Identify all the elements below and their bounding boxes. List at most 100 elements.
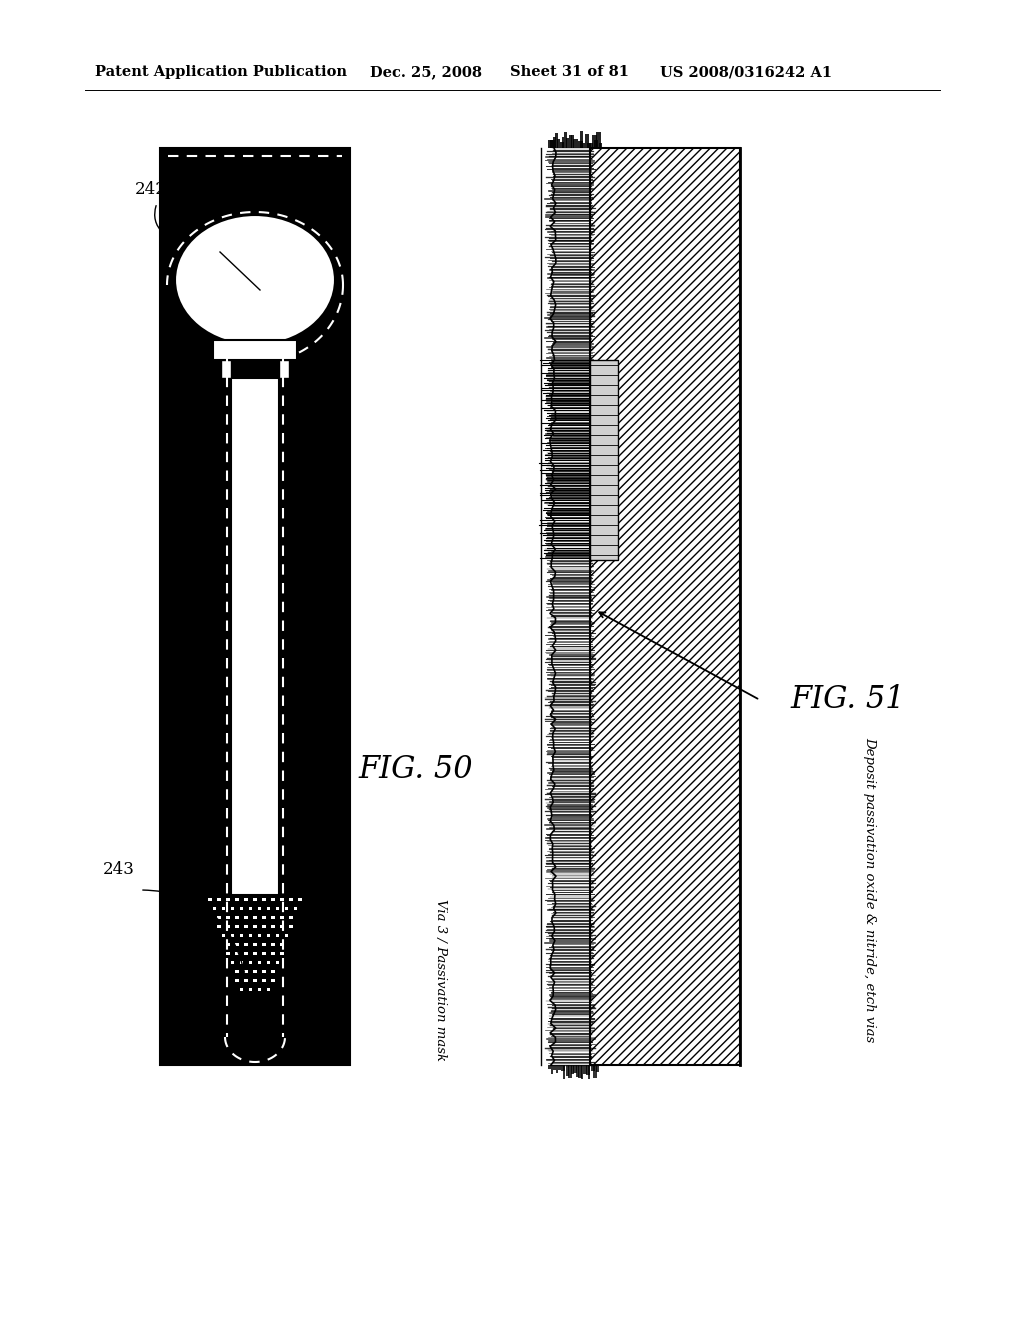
Bar <box>258 907 261 911</box>
Bar <box>289 925 293 928</box>
Bar <box>585 133 589 148</box>
Text: FIG. 50: FIG. 50 <box>358 755 473 785</box>
Bar <box>253 952 257 956</box>
Bar <box>236 898 239 902</box>
Bar <box>262 978 266 982</box>
Bar <box>271 898 274 902</box>
Bar <box>575 139 578 148</box>
Bar <box>240 961 244 964</box>
Bar <box>262 942 266 946</box>
Bar <box>271 952 274 956</box>
Bar <box>573 1065 577 1073</box>
Bar <box>249 987 252 991</box>
Bar <box>562 137 564 148</box>
Bar <box>240 933 244 937</box>
Bar <box>230 933 234 937</box>
Bar <box>594 140 598 148</box>
Bar <box>245 916 248 919</box>
Bar <box>578 141 583 148</box>
Bar <box>583 1065 588 1074</box>
Bar <box>226 898 229 902</box>
Bar <box>275 933 280 937</box>
Bar <box>258 987 261 991</box>
Bar <box>285 907 288 911</box>
Bar <box>271 970 274 973</box>
Bar <box>222 933 225 937</box>
Bar <box>581 131 583 148</box>
Bar <box>289 360 297 378</box>
Bar <box>236 942 239 946</box>
Bar <box>573 140 577 148</box>
Bar <box>253 970 257 973</box>
Bar <box>548 140 553 148</box>
Bar <box>590 148 740 1065</box>
Bar <box>587 143 591 148</box>
Bar <box>217 925 221 928</box>
Bar <box>281 898 284 902</box>
Bar <box>596 132 601 148</box>
Bar <box>596 1065 599 1072</box>
Bar <box>559 143 564 148</box>
Bar <box>160 148 350 1065</box>
Bar <box>568 1065 571 1078</box>
Bar <box>262 925 266 928</box>
Bar <box>245 925 248 928</box>
Bar <box>230 907 234 911</box>
Bar <box>208 898 212 902</box>
Bar <box>236 916 239 919</box>
Bar <box>281 916 284 919</box>
Bar <box>245 978 248 982</box>
Text: FIG. 51: FIG. 51 <box>790 685 904 715</box>
Bar <box>262 970 266 973</box>
Bar <box>236 978 239 982</box>
Bar <box>599 143 602 148</box>
Bar <box>590 360 618 560</box>
Bar <box>249 907 252 911</box>
Bar <box>588 1065 591 1078</box>
Ellipse shape <box>175 215 335 345</box>
Bar <box>240 987 244 991</box>
Text: Sheet 31 of 81: Sheet 31 of 81 <box>510 65 629 79</box>
Text: Dec. 25, 2008: Dec. 25, 2008 <box>370 65 482 79</box>
Bar <box>253 978 257 982</box>
Bar <box>281 952 284 956</box>
Bar <box>213 907 216 911</box>
Bar <box>262 916 266 919</box>
Bar <box>222 907 225 911</box>
Bar <box>253 942 257 946</box>
Bar <box>245 952 248 956</box>
Bar <box>249 961 252 964</box>
Bar <box>217 916 221 919</box>
Bar <box>258 961 261 964</box>
Bar <box>566 137 569 148</box>
Bar <box>249 933 252 937</box>
Bar <box>289 916 293 919</box>
Bar <box>586 1065 590 1076</box>
Bar <box>281 942 284 946</box>
Bar <box>568 135 572 148</box>
Bar <box>570 1065 574 1074</box>
Bar <box>581 1065 583 1078</box>
Bar <box>262 898 266 902</box>
Bar <box>245 970 248 973</box>
Bar <box>560 1065 564 1071</box>
Text: 242: 242 <box>135 181 167 198</box>
Bar <box>590 143 593 148</box>
Bar <box>558 1065 561 1069</box>
Bar <box>213 341 297 360</box>
Bar <box>230 961 234 964</box>
Bar <box>592 135 597 148</box>
Bar <box>226 916 229 919</box>
Bar <box>240 907 244 911</box>
Bar <box>279 360 289 378</box>
Bar <box>266 907 270 911</box>
Bar <box>236 925 239 928</box>
Bar <box>555 133 558 148</box>
Bar <box>226 942 229 946</box>
Bar <box>289 898 293 902</box>
Bar <box>593 1065 597 1078</box>
Text: US 2008/0316242 A1: US 2008/0316242 A1 <box>660 65 833 79</box>
Bar <box>258 933 261 937</box>
Bar <box>553 1065 556 1071</box>
Bar <box>271 978 274 982</box>
